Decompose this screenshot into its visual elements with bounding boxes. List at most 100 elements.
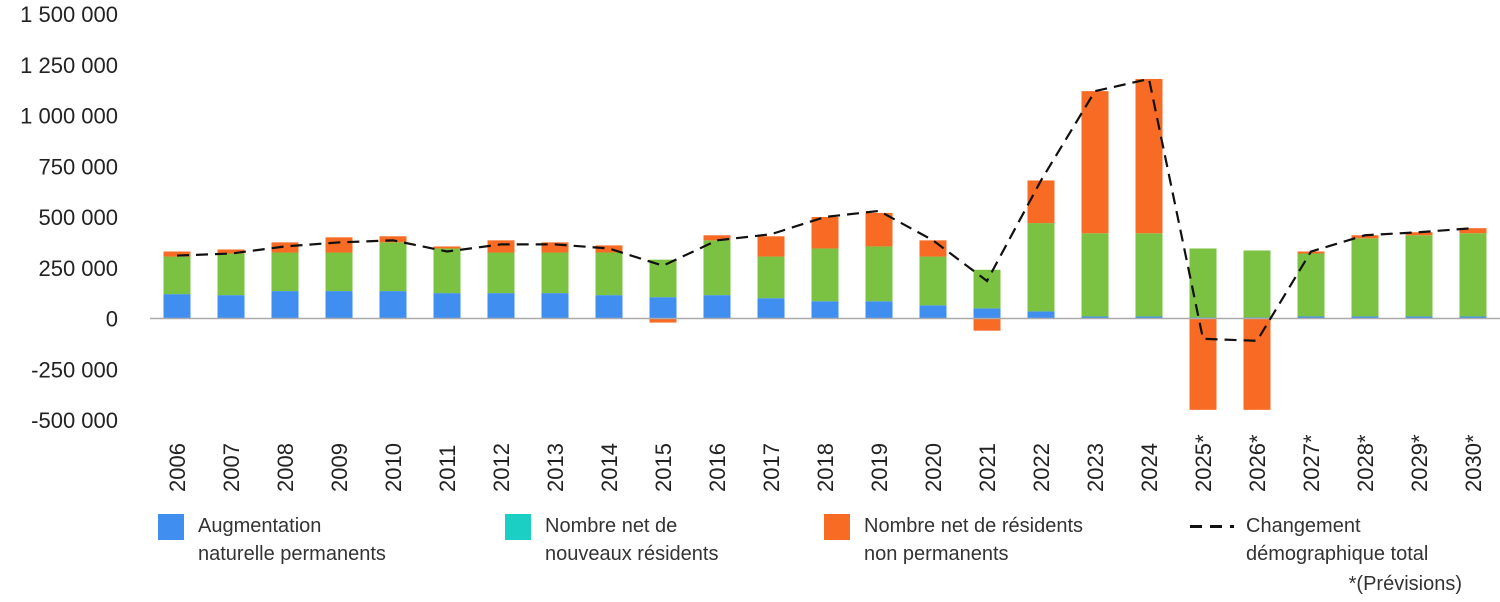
bar-segment-2 [595,252,623,296]
bar-segment-1 [1351,316,1379,319]
x-tick-label: 2023 [1083,443,1108,492]
x-tick-label: 2015 [651,443,676,492]
bar-segment-3 [1459,228,1487,234]
bar-segment-3 [1189,318,1217,410]
bar-segment-1 [217,295,245,319]
bar-segment-2 [973,269,1001,309]
bar-segment-1 [487,293,515,319]
legend-item-nouveaux-residents: Nombre net de nouveaux résidents [505,512,718,568]
bar-segment-1 [1405,316,1433,319]
bar-segment-2 [1243,250,1271,318]
y-tick-label: 1 250 000 [20,53,118,78]
bar-segment-3 [541,242,569,253]
x-tick-label: 2007 [219,443,244,492]
bar-segment-2 [649,259,677,298]
x-tick-label: 2027* [1299,434,1324,492]
total-change-line [176,77,1474,342]
bar-segment-1 [433,293,461,319]
bar-segment-3 [865,212,893,247]
x-tick-label: 2029* [1407,434,1432,492]
bar-segment-1 [757,298,785,319]
y-tick-label: 0 [106,307,118,332]
bar-segment-2 [1135,233,1163,317]
x-tick-label: 2025* [1191,434,1216,492]
chart-canvas: -500 000 -250 000 0 250 000 500 000 750 000 1 … [20,2,1500,492]
bar-segment-1 [649,297,677,319]
y-tick-label: 500 000 [38,205,118,230]
legend-swatch-non-permanents [824,514,850,540]
bar-segment-1 [1081,316,1109,319]
x-tick-label: 2022 [1029,443,1054,492]
x-tick-label: 2018 [813,443,838,492]
x-tick-label: 2026* [1245,434,1270,492]
x-tick-label: 2014 [597,443,622,492]
bar-segment-2 [487,252,515,294]
bar-segment-2 [1081,233,1109,317]
bar-segment-2 [271,252,299,292]
chart-legend: Augmentation naturelle permanents Nombre… [0,512,1500,582]
bar-segment-3 [1135,78,1163,234]
bar-segment-1 [1297,316,1325,319]
legend-item-augmentation: Augmentation naturelle permanents [158,512,386,568]
x-tick-label: 2012 [489,443,514,492]
bar-segment-1 [541,293,569,319]
legend-item-changement-total: Changement démographique total [1190,512,1428,568]
bar-segment-2 [1297,253,1325,317]
legend-swatch-nouveaux-residents [505,514,531,540]
bar-segment-2 [541,252,569,294]
bar-segment-1 [271,291,299,319]
bar-segment-1 [325,291,353,319]
bar-segment-3 [1243,318,1271,410]
bar-segment-3 [271,242,299,253]
bar-segment-1 [595,295,623,319]
legend-label-augmentation: Augmentation naturelle permanents [198,515,386,565]
bar-segment-1 [1027,311,1055,319]
y-tick-label: 1 000 000 [20,104,118,129]
bar-segment-3 [1081,91,1109,234]
y-tick-label: -250 000 [31,357,118,382]
bar-segment-3 [325,237,353,253]
bar-segment-3 [757,236,785,257]
bar-segment-3 [703,235,731,241]
y-tick-label: 250 000 [38,256,118,281]
y-tick-label: 1 500 000 [20,2,118,27]
bar-segment-2 [163,256,191,295]
legend-dash-changement-total [1190,525,1234,528]
bar-segment-3 [1405,232,1433,236]
bar-segment-1 [703,295,731,319]
x-tick-label: 2020 [921,443,946,492]
legend-swatch-augmentation [158,514,184,540]
bar-segment-2 [919,256,947,306]
bar-segment-1 [1135,316,1163,319]
x-tick-label: 2016 [705,443,730,492]
bar-segment-1 [163,294,191,319]
bar-segment-3 [1027,180,1055,224]
bar-segment-1 [919,305,947,319]
bar-segment-2 [433,248,461,294]
bar-segment-3 [973,318,1001,331]
x-tick-label: 2009 [327,443,352,492]
x-tick-label: 2030* [1461,434,1486,492]
bar-segment-2 [1405,235,1433,317]
x-tick-label: 2006 [165,443,190,492]
bar-segment-2 [865,246,893,302]
forecast-note: *(Prévisions) [1348,573,1462,595]
x-tick-label: 2010 [381,443,406,492]
bar-segment-2 [757,256,785,299]
x-tick-label: 2013 [543,443,568,492]
legend-item-non-permanents: Nombre net de résidents non permanents [824,512,1083,568]
bar-segment-3 [811,217,839,249]
bar-segment-2 [217,253,245,296]
legend-label-nouveaux-residents: Nombre net de nouveaux résidents [545,515,719,565]
bar-segment-2 [1459,233,1487,317]
x-tick-label: 2024 [1137,443,1162,492]
bar-segment-1 [973,308,1001,319]
legend-label-non-permanents: Nombre net de résidents non permanents [864,515,1084,565]
y-tick-label: -500 000 [31,408,118,433]
bar-segment-3 [487,240,515,253]
bar-segment-1 [811,301,839,319]
bar-segment-3 [433,246,461,249]
bar-segment-3 [217,249,245,254]
bar-segment-2 [1027,223,1055,312]
x-tick-label: 2011 [435,445,460,492]
